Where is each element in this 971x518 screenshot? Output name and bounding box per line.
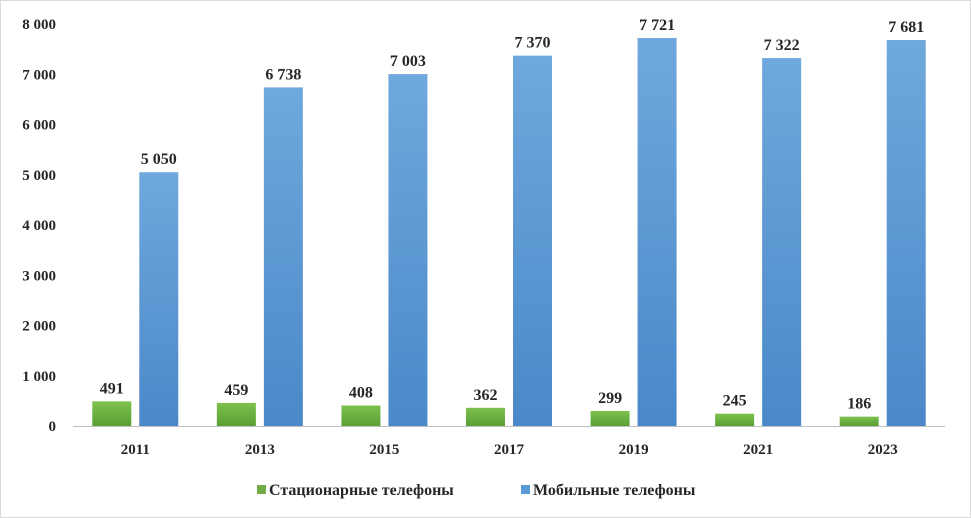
x-tick-label: 2023 [868,442,898,458]
data-label: 7 370 [515,35,551,52]
x-axis: 2011 2013 2015 2017 2019 2021 2023 [73,426,945,458]
y-tick-label: 7 000 [22,67,56,83]
data-label: 408 [349,384,373,401]
x-tick-label: 2021 [743,442,773,458]
data-label: 7 681 [888,19,924,36]
y-axis: 0 1 000 2 000 3 000 4 000 5 000 6 000 7 000 8 00… [22,17,56,435]
y-tick-label: 3 000 [22,268,56,284]
y-tick-label: 4 000 [22,218,56,234]
x-tick-label: 2019 [619,442,649,458]
y-tick-label: 6 000 [22,118,56,134]
bar-landline-2011 [92,401,132,426]
y-tick-label: 8 000 [22,17,56,33]
bar-mobile-2023 [886,40,926,426]
bar-mobile-2011 [139,172,179,426]
data-label: 7 322 [764,37,800,54]
data-label: 6 738 [265,66,301,83]
bar-mobile-2021 [762,58,802,427]
bar-landline-2019 [590,410,630,426]
x-tick-label: 2017 [494,442,525,458]
y-tick-label: 0 [49,419,57,435]
x-tick-label: 2011 [121,442,150,458]
bar-landline-2013 [216,402,256,426]
bar-landline-2015 [341,405,381,426]
data-label: 7 003 [390,53,426,70]
legend-label: Стационарные телефоны [269,482,454,499]
legend: Стационарные телефоны Мобильные телефоны [257,482,696,499]
data-label: 186 [847,396,871,413]
data-label: 7 721 [639,17,675,34]
y-tick-label: 1 000 [22,369,56,385]
bar-mobile-2017 [513,55,552,426]
bar-landline-2017 [466,407,505,426]
data-label: 491 [100,380,124,397]
y-tick-label: 5 000 [22,168,56,184]
data-label: 245 [723,393,747,410]
x-tick-label: 2015 [369,442,399,458]
bar-landline-2023 [839,416,879,426]
y-tick-label: 2 000 [22,319,56,335]
legend-label: Мобильные телефоны [533,482,696,499]
bars: 491 5 050 459 6 738 408 7 003 362 7 370 299 7 721… [92,17,926,427]
data-label: 459 [224,382,248,399]
bar-landline-2021 [715,413,755,426]
bar-mobile-2013 [263,87,303,426]
data-label: 362 [474,387,498,404]
legend-swatch [521,485,530,494]
bar-mobile-2015 [388,74,428,427]
data-label: 5 050 [141,151,177,168]
data-label: 299 [598,390,622,407]
legend-swatch [257,485,266,494]
bar-mobile-2019 [637,38,677,427]
x-tick-label: 2013 [245,442,275,458]
